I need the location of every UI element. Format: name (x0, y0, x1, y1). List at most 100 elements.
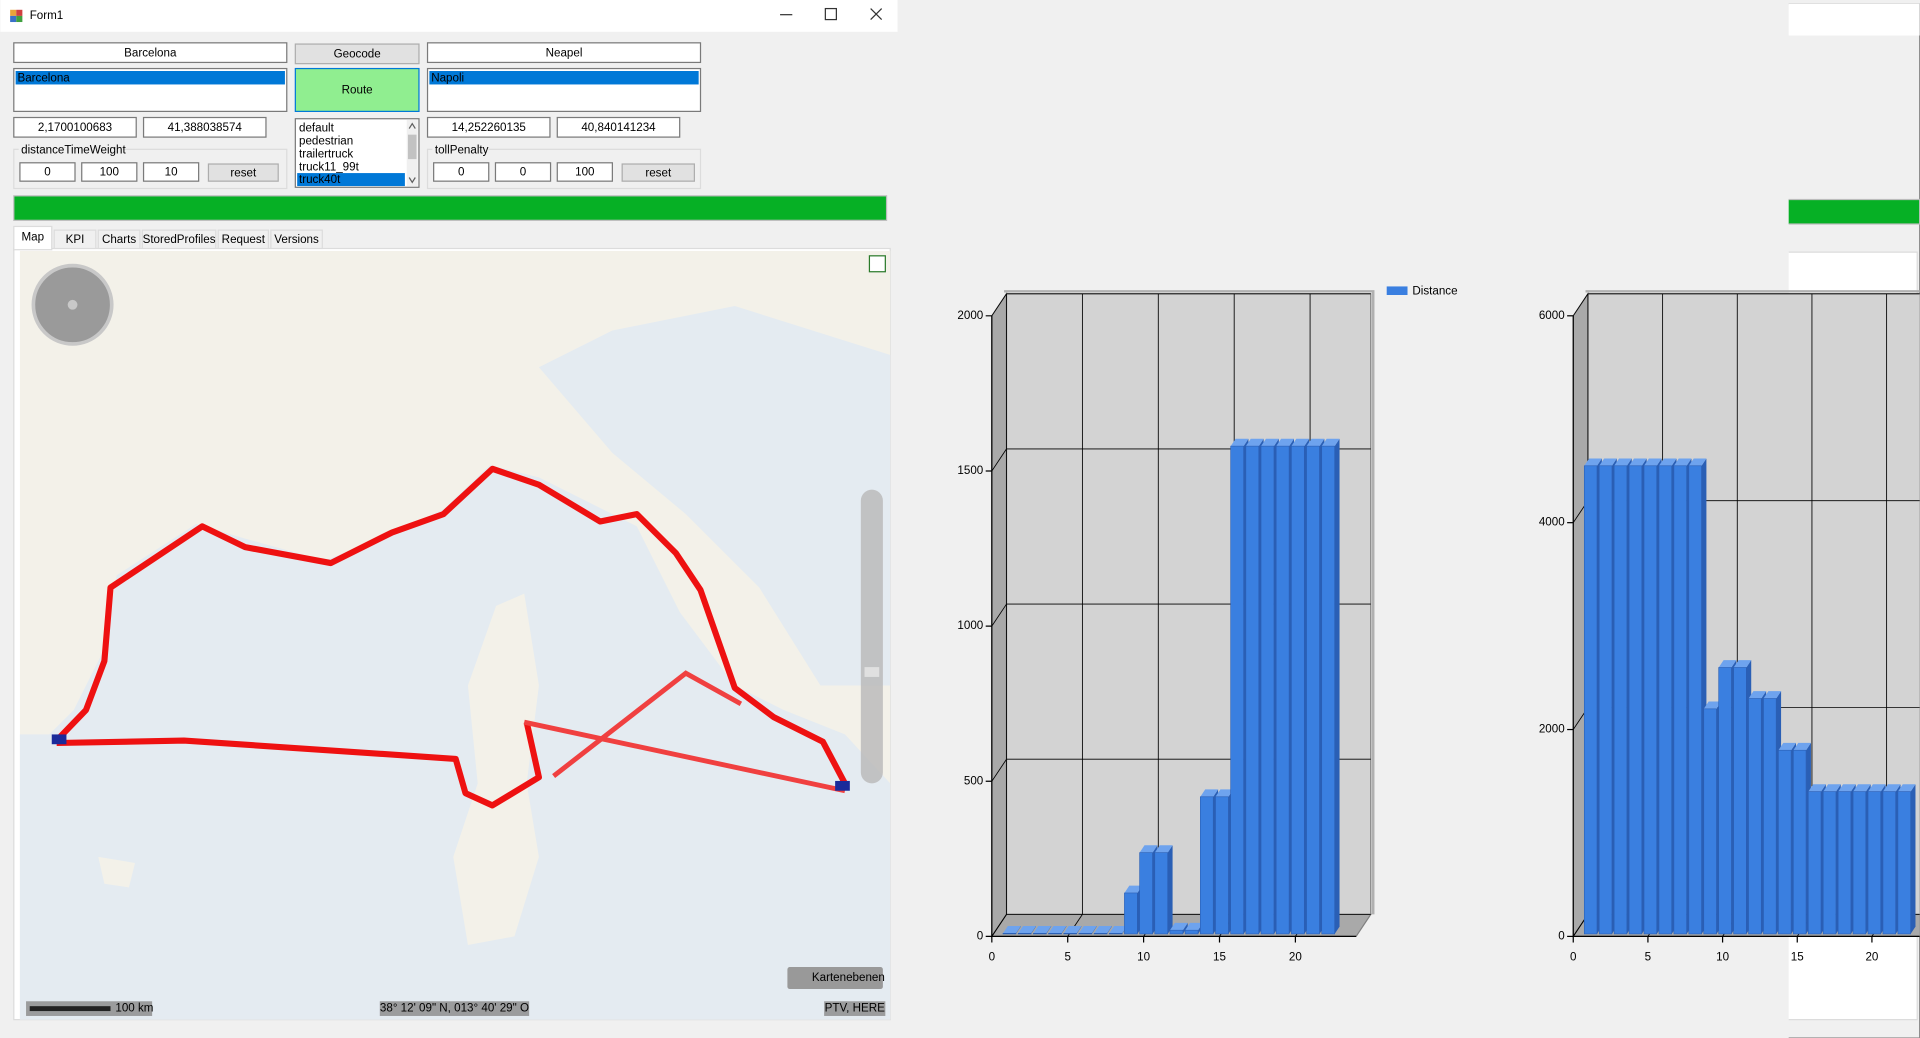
list-item[interactable]: Napoli (431, 71, 464, 84)
tab[interactable] (270, 229, 323, 250)
scroll-down[interactable] (408, 177, 416, 184)
scroll-up[interactable] (408, 122, 416, 129)
reset-button[interactable] (207, 163, 279, 182)
reset-button[interactable] (621, 163, 695, 182)
tab[interactable] (217, 229, 270, 250)
weight-input[interactable] (1037, 166, 1092, 184)
list-item[interactable]: trailertruck (1193, 125, 1247, 138)
list-item[interactable]: default (299, 121, 335, 134)
tab-label[interactable]: Versions (274, 233, 319, 246)
list-item[interactable]: truck40t (1193, 151, 1235, 164)
list-item[interactable]: Barcelona (17, 71, 70, 84)
list-item[interactable]: van (1193, 177, 1212, 190)
tab[interactable] (1164, 234, 1215, 252)
tab[interactable] (907, 234, 945, 252)
scroll-thumb[interactable] (1302, 138, 1311, 162)
route-button-text: Route (1235, 87, 1266, 100)
toll-input[interactable] (433, 162, 490, 182)
toll-input[interactable] (1389, 166, 1444, 184)
tab[interactable] (141, 229, 217, 250)
weight-input[interactable] (142, 162, 200, 182)
destination-y[interactable] (556, 116, 681, 138)
weight-input[interactable] (975, 166, 1030, 184)
start-y[interactable] (1037, 121, 1159, 141)
start-input[interactable] (13, 42, 288, 64)
toll-input[interactable] (1451, 166, 1506, 184)
tab-label[interactable]: Map (915, 237, 938, 250)
grid-line (991, 914, 1007, 937)
scroll-down[interactable] (1303, 181, 1309, 186)
bar-top (1793, 742, 1811, 751)
close-button[interactable] (870, 8, 883, 21)
tab[interactable] (13, 225, 53, 251)
destination-y[interactable] (1451, 121, 1573, 141)
bar-side (1061, 925, 1067, 934)
tab-label[interactable]: Request (1115, 237, 1159, 250)
tab-label[interactable]: Charts (996, 234, 1030, 247)
scroll-thumb[interactable] (407, 134, 417, 160)
destination-input[interactable] (426, 42, 702, 64)
toll-input[interactable] (494, 162, 552, 182)
tab-label[interactable]: Versions (1168, 237, 1213, 250)
destination-list[interactable] (1321, 72, 1594, 115)
route-button[interactable] (1189, 72, 1313, 115)
destination-x[interactable] (1321, 121, 1443, 141)
start-x[interactable] (13, 116, 137, 138)
tab-label[interactable]: Map (21, 231, 44, 244)
tab[interactable] (992, 230, 1034, 253)
grid-line (991, 758, 1007, 782)
geocode-button[interactable] (294, 43, 420, 65)
weight-input[interactable] (913, 166, 968, 184)
list-item[interactable]: truck11_99t (299, 160, 360, 173)
tab-label[interactable]: StoredProfiles (1036, 237, 1109, 250)
reset-button[interactable] (1516, 168, 1588, 185)
tab[interactable] (1112, 234, 1162, 252)
bar-side (1182, 922, 1188, 934)
tab[interactable] (53, 229, 97, 250)
weight-input[interactable] (19, 162, 76, 182)
start-x-text: 2,1700100683 (38, 121, 112, 134)
toll-input[interactable] (556, 162, 613, 182)
maximize-button[interactable] (824, 7, 837, 21)
legend-label: Distance (1412, 284, 1457, 297)
tab-label[interactable]: KPI (66, 233, 85, 246)
layers-label[interactable]: Kartenebenen (812, 971, 885, 984)
bar-top (1306, 438, 1325, 447)
tab[interactable] (97, 229, 141, 250)
layer-icon[interactable] (868, 255, 886, 273)
start-input-text: Barcelona (124, 46, 177, 59)
reset-button[interactable] (1102, 168, 1172, 185)
x-tick-label: 20 (1289, 950, 1302, 963)
list-item[interactable]: Napoli (1325, 75, 1358, 88)
scroll-up[interactable] (1303, 127, 1309, 132)
list-item[interactable]: truck40t (299, 173, 341, 186)
start-list[interactable] (907, 72, 1180, 115)
list-item[interactable]: pedestrian (299, 134, 353, 147)
bar-front (1583, 465, 1598, 935)
start-y[interactable] (142, 116, 267, 138)
tab[interactable] (948, 234, 990, 252)
zoom-thumb[interactable] (864, 667, 880, 677)
layers-button[interactable] (787, 967, 883, 990)
zoom-slider[interactable] (860, 489, 883, 784)
route-button[interactable] (294, 67, 420, 113)
weight-input[interactable] (81, 162, 138, 182)
toll-input[interactable] (1327, 166, 1382, 184)
list-item[interactable]: truck11_99t (1193, 138, 1254, 151)
destination-input[interactable] (1321, 47, 1594, 67)
start-x[interactable] (907, 121, 1029, 141)
destination-x[interactable] (426, 116, 551, 138)
list-item[interactable]: truck7_49t (1193, 164, 1248, 177)
geocode-button[interactable] (1189, 48, 1313, 68)
group-box (426, 148, 702, 190)
tab-label[interactable]: KPI (959, 237, 978, 250)
tab-label[interactable]: Charts (102, 233, 136, 246)
tab[interactable] (1036, 234, 1109, 252)
tab-label[interactable]: Request (222, 233, 266, 246)
bar-front (1260, 445, 1275, 935)
profile-list[interactable] (1189, 122, 1313, 191)
list-item[interactable]: Barcelona (911, 75, 964, 88)
start-input[interactable] (907, 47, 1180, 67)
tab-label[interactable]: StoredProfiles (143, 233, 216, 246)
list-item[interactable]: trailertruck (299, 147, 353, 160)
